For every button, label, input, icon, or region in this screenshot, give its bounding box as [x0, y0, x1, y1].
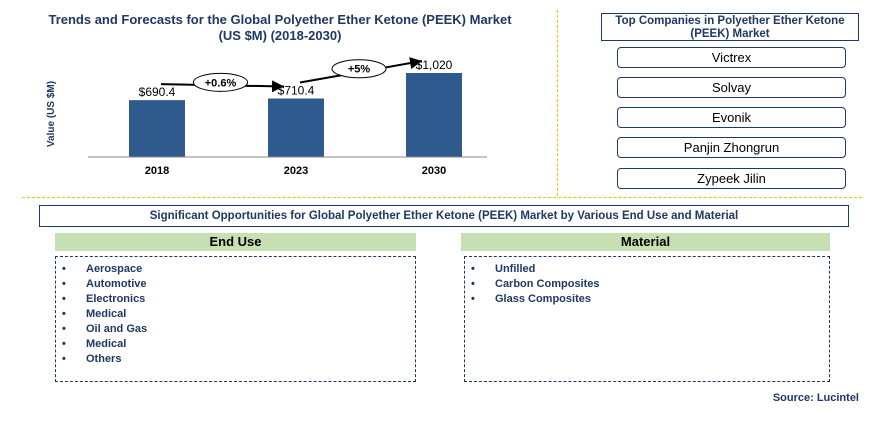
growth-label-2: +5% — [348, 64, 371, 76]
bullet-icon: • — [471, 263, 475, 275]
vertical-divider — [557, 10, 558, 196]
growth-label-1: +0.6% — [205, 77, 237, 89]
list-item-label: Medical — [86, 308, 127, 320]
end-use-header: End Use — [55, 233, 416, 251]
horizontal-divider — [22, 197, 862, 198]
growth-badge-1 — [193, 72, 248, 92]
bar-2018 — [129, 100, 185, 157]
bullet-icon: • — [62, 263, 66, 275]
x-tick-label-2030: 2030 — [422, 165, 446, 177]
material-box: • Unfilled • Carbon Composites • Glass Compos… — [464, 256, 830, 382]
bullet-icon: • — [62, 308, 66, 320]
data-label-2018: $690.4 — [139, 85, 176, 99]
y-axis-label: Value (US $M) — [46, 81, 57, 147]
company-item: Panjin Zhongrun — [617, 137, 846, 158]
end-use-item: • Automotive — [62, 277, 415, 292]
chart-title-line1: Trends and Forecasts for the Global Poly… — [48, 12, 512, 27]
x-tick-label-2018: 2018 — [145, 165, 169, 177]
growth-badge-2 — [331, 59, 387, 79]
material-header: Material — [461, 233, 830, 251]
end-use-item: • Electronics — [62, 292, 415, 307]
bar-2023 — [268, 98, 324, 157]
list-item-label: Oil and Gas — [86, 323, 148, 335]
list-item-label: Automotive — [86, 278, 147, 290]
data-label-2030: $1,020 — [416, 58, 453, 72]
end-use-box: • Aerospace • Automotive • Electronics • Medica… — [55, 256, 416, 382]
material-item: • Carbon Composites — [471, 277, 829, 292]
source-note: Source: Lucintel — [772, 392, 859, 404]
bar-2030 — [406, 73, 462, 157]
end-use-item: • Aerospace — [62, 262, 415, 277]
opportunities-title: Significant Opportunities for Global Pol… — [39, 205, 849, 227]
data-label-2023: $710.4 — [278, 83, 315, 97]
bullet-icon: • — [62, 353, 66, 365]
company-item: Victrex — [617, 47, 846, 68]
bullet-icon: • — [62, 338, 66, 350]
end-use-item: • Medical — [62, 307, 415, 322]
company-item: Solvay — [617, 77, 846, 98]
company-item: Zypeek Jilin — [617, 168, 846, 189]
list-item-label: Others — [86, 353, 122, 365]
list-item-label: Aerospace — [86, 263, 143, 275]
x-tick-label-2023: 2023 — [284, 165, 308, 177]
end-use-item: • Medical — [62, 337, 415, 352]
list-item-label: Electronics — [86, 293, 146, 305]
material-list: • Unfilled • Carbon Composites • Glass Compos… — [465, 257, 829, 307]
end-use-item: • Oil and Gas — [62, 322, 415, 337]
bullet-icon: • — [62, 323, 66, 335]
bullet-icon: • — [62, 293, 66, 305]
bullet-icon: • — [471, 278, 475, 290]
top-companies-title: Top Companies in Polyether Ether Ketone … — [601, 13, 859, 41]
list-item-label: Carbon Composites — [495, 278, 600, 290]
bullet-icon: • — [471, 293, 475, 305]
material-item: • Unfilled — [471, 262, 829, 277]
list-item-label: Unfilled — [495, 263, 536, 275]
list-item-label: Glass Composites — [495, 293, 591, 305]
chart-title: Trends and Forecasts for the Global Poly… — [30, 12, 530, 44]
company-item: Evonik — [617, 107, 846, 128]
list-item-label: Medical — [86, 338, 127, 350]
material-item: • Glass Composites — [471, 292, 829, 307]
bullet-icon: • — [62, 278, 66, 290]
bar-chart: Value (US $M) $690.4 2018 $710.4 2023 $1,020 2… — [46, 57, 487, 177]
chart-title-line2: (US $M) (2018-2030) — [218, 28, 342, 43]
end-use-item: • Others — [62, 352, 415, 367]
end-use-list: • Aerospace • Automotive • Electronics • Medica… — [56, 257, 415, 367]
